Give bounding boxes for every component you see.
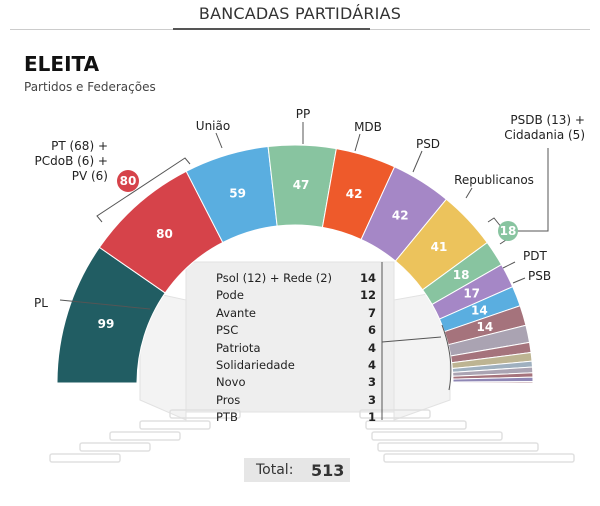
small-party-row: PSC 6 [216, 323, 376, 340]
small-parties-list: Psol (12) + Rede (2) 14 Pode 12 Avante 7 PSC 6 P… [216, 271, 376, 428]
small-party-row: Pros 3 [216, 393, 376, 410]
segment-value: 80 [156, 227, 173, 241]
segment-value: 41 [431, 240, 448, 254]
pt-total-badge: 80 [117, 170, 139, 192]
header-title: BANCADAS PARTIDÁRIAS [198, 4, 402, 23]
svg-text:80: 80 [120, 174, 137, 188]
segment-value: 42 [392, 208, 409, 222]
header: BANCADAS PARTIDÁRIAS [0, 0, 600, 30]
segment-value: 14 [471, 304, 488, 318]
chart-subtitle: Partidos e Federações [24, 80, 156, 94]
label-republicanos: Republicanos [454, 173, 534, 187]
party-seats: 1 [367, 410, 376, 425]
party-seats: 3 [367, 375, 376, 390]
label-pt-3: PV (6) [72, 169, 108, 183]
label-pp: PP [296, 107, 310, 121]
small-party-row: Patriota 4 [216, 341, 376, 358]
party-name: Pode [216, 288, 244, 303]
label-pt-1: PT (68) + [51, 139, 108, 153]
total-value: 513 [311, 461, 345, 480]
header-underline [173, 28, 370, 30]
label-psdb-2: Cidadania (5) [504, 128, 585, 142]
segment-value: 99 [98, 317, 115, 331]
small-party-row: Psol (12) + Rede (2) 14 [216, 271, 376, 288]
party-name: Novo [216, 375, 246, 390]
party-name: PTB [216, 410, 238, 425]
small-party-row: PTB 1 [216, 410, 376, 427]
segment-value: 17 [463, 287, 480, 301]
party-name: Patriota [216, 340, 261, 355]
label-pdt: PDT [523, 249, 547, 263]
total-label: Total: [256, 462, 294, 478]
chamber-benches [49, 409, 575, 463]
party-name: Solidariedade [216, 357, 295, 372]
segment-value: 14 [477, 320, 494, 334]
party-seats: 3 [367, 392, 376, 407]
party-seats: 6 [367, 323, 376, 338]
total-box: Total: 513 [244, 458, 350, 482]
label-psdb-1: PSDB (13) + [510, 113, 585, 127]
label-mdb: MDB [354, 120, 382, 134]
party-seats: 14 [359, 271, 376, 285]
segment-value: 59 [229, 186, 246, 200]
label-pl: PL [34, 296, 48, 310]
party-name: Avante [216, 305, 256, 320]
segment-value: 47 [293, 178, 310, 192]
psdb-total-badge: 18 [498, 221, 518, 241]
label-pt-2: PCdoB (6) + [35, 154, 109, 168]
small-party-row: Avante 7 [216, 306, 376, 323]
leader-lines [59, 122, 549, 420]
small-party-row: Pode 12 [216, 288, 376, 305]
party-name: Psol (12) + Rede (2) [216, 271, 333, 285]
seat-segment [452, 381, 534, 384]
party-seats: 4 [367, 340, 376, 355]
segment-value: 18 [453, 268, 470, 282]
party-seats: 7 [367, 305, 376, 320]
small-party-row: Solidariedade 4 [216, 358, 376, 375]
chart-title: ELEITA [24, 52, 100, 76]
label-psd: PSD [416, 137, 440, 151]
chamber-background [139, 261, 451, 421]
label-psb: PSB [528, 269, 551, 283]
small-party-row: Novo 3 [216, 375, 376, 392]
label-uniao: União [196, 119, 230, 133]
party-name: Pros [216, 392, 241, 407]
party-name: PSC [216, 323, 239, 338]
segment-value: 42 [346, 187, 363, 201]
party-seats: 12 [359, 288, 376, 303]
party-seats: 4 [367, 357, 376, 372]
svg-text:18: 18 [500, 224, 517, 238]
